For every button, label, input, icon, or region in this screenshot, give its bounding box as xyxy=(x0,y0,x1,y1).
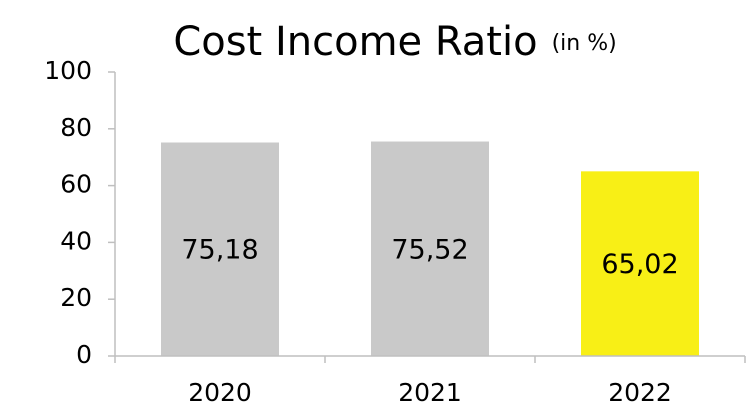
chart-subtitle: (in %) xyxy=(552,31,617,56)
x-tick-label: 2022 xyxy=(608,378,672,407)
data-label: 75,52 xyxy=(391,234,468,265)
y-tick-label: 40 xyxy=(60,226,92,255)
y-tick-label: 20 xyxy=(60,283,92,312)
x-tick-label: 2021 xyxy=(398,378,462,407)
y-tick-label: 0 xyxy=(76,340,92,369)
y-tick-label: 60 xyxy=(60,170,92,199)
bar xyxy=(581,171,699,356)
y-tick-label: 80 xyxy=(60,113,92,142)
data-label: 65,02 xyxy=(601,249,678,280)
chart-title-group: Cost Income Ratio (in %) xyxy=(173,19,616,65)
bar xyxy=(371,141,489,356)
x-tick-label: 2020 xyxy=(188,378,252,407)
data-label: 75,18 xyxy=(181,235,258,266)
y-tick-label: 100 xyxy=(44,56,92,85)
bar xyxy=(161,142,279,356)
chart-title: Cost Income Ratio xyxy=(173,19,537,65)
